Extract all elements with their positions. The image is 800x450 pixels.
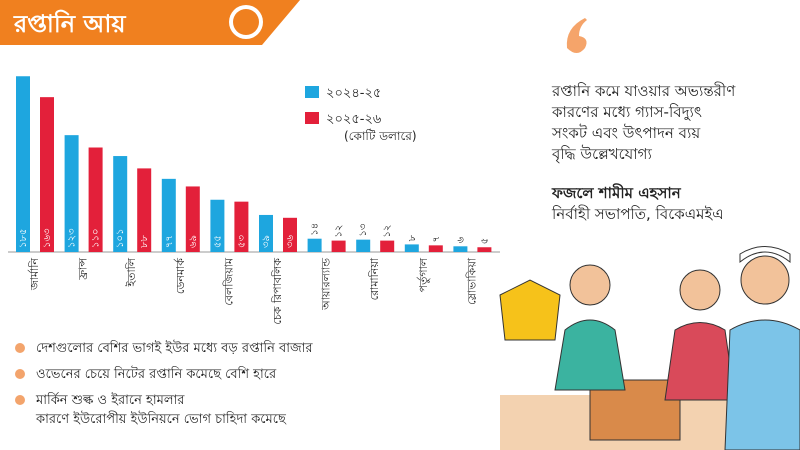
x-tick-label: ফ্রান্স [77, 258, 90, 281]
x-tick-label: বেলজিয়াম [222, 257, 235, 305]
quote-line: সংকট এবং উৎপাদন ব্যয় [551, 124, 701, 142]
value-label: ৫৫ [212, 235, 223, 248]
value-label: ৬৯ [188, 235, 199, 248]
quote-name: ফজলে শামীম এহসান [551, 183, 682, 202]
quote-mark [566, 18, 587, 53]
legend-swatch [305, 86, 319, 98]
value-label: ৫ [479, 238, 490, 245]
bar [185, 186, 200, 252]
value-label: ৬ [455, 236, 466, 243]
value-label: ১৪ [310, 223, 321, 236]
note-line: মার্কিন শুল্ক ও ইরানে হামলার [35, 392, 185, 408]
legend-swatch [305, 112, 319, 124]
bar [137, 168, 152, 252]
value-label: ৩৬ [285, 234, 296, 248]
value-label: ৭৭ [164, 235, 175, 248]
x-tick-label: চেক রিপাবলিক [271, 258, 284, 325]
quote-line: রপ্তানি কমে যাওয়ার অভ্যন্তরীণ [551, 82, 736, 100]
quote-line: বৃদ্ধি উল্লেখযোগ্য [551, 145, 652, 164]
value-label: ১৩ [358, 223, 369, 236]
value-label: ১২৩ [67, 228, 78, 248]
note-line: দেশগুলোর বেশির ভাগই ইউর মধ্যে বড় রপ্তান… [36, 340, 313, 356]
value-label: ১৮৫ [18, 229, 29, 248]
bar [428, 245, 443, 252]
value-label: ১০১ [115, 229, 126, 248]
logo-inner [233, 9, 259, 35]
value-label: ৮ [407, 234, 418, 241]
note-line: কারণে ইউরোপীয় ইউনিয়নে ভোগ চাহিদা কমেছে [35, 411, 287, 427]
x-tick-label: পর্তুগাল [417, 257, 430, 292]
x-tick-label: ইতালি [125, 257, 138, 287]
value-label: ৫৩ [236, 235, 247, 248]
bullet [15, 395, 25, 405]
x-tick-label: স্লোভাকিয়া [465, 257, 478, 305]
value-label: ১২ [334, 225, 345, 238]
bar [356, 239, 371, 252]
illustration [499, 246, 800, 450]
bar [113, 156, 128, 252]
bar [404, 244, 419, 252]
title-band [0, 0, 300, 45]
legend-label: ২০২৫-২৬ [326, 112, 382, 127]
bar [40, 97, 54, 253]
x-tick-label: আয়ারল্যান্ড [320, 258, 333, 311]
bar [234, 201, 249, 252]
quote-line: কারণের মধ্যে গ্যাস-বিদ্যুৎ [551, 103, 702, 121]
value-label: ১৬৩ [42, 228, 53, 248]
x-tick-label: রোমানিয়া [368, 257, 381, 300]
x-tick-label: জার্মানি [28, 258, 41, 291]
bar [283, 217, 297, 252]
bullet [15, 369, 25, 379]
x-tick-label: ডেনমার্ক [174, 258, 187, 294]
bar [477, 247, 492, 252]
unit-note: (কোটি ডলারে) [344, 129, 417, 143]
value-label: ৩৯ [261, 235, 272, 248]
value-label: ১২ [382, 225, 393, 238]
bar [453, 246, 468, 252]
value-label: ১১০ [91, 229, 102, 248]
bar [64, 135, 79, 252]
bar [331, 240, 346, 252]
bar [307, 238, 322, 252]
bar [16, 76, 30, 252]
note-line: ওভেনের চেয়ে নিটের রপ্তানি কমেছে বেশি হা… [36, 366, 277, 382]
bar [259, 214, 273, 252]
bullet [15, 343, 25, 353]
bar [88, 147, 103, 252]
bar [210, 199, 225, 252]
quote-designation: নির্বাহী সভাপতি, বিকেএমইএ [551, 205, 724, 223]
legend-label: ২০২৪-২৫ [326, 86, 381, 101]
value-label: ৮৮ [139, 235, 150, 248]
bar [161, 178, 176, 252]
bar [380, 240, 395, 252]
chart-title: রপ্তানি আয় [13, 9, 126, 38]
value-label: ৭ [431, 236, 442, 243]
